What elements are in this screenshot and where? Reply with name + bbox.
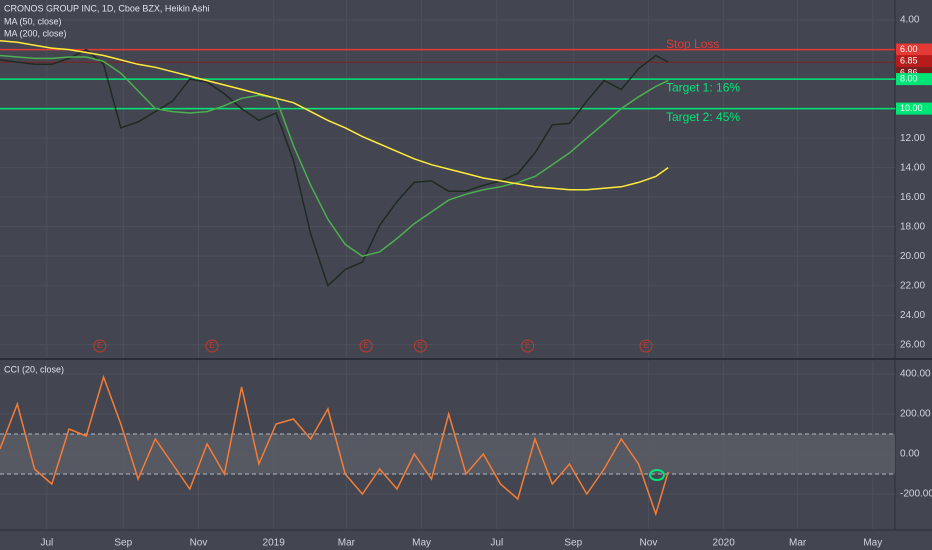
y-tick-label: 14.00 [900, 162, 925, 173]
level-annotation: Target 2: 45% [666, 110, 740, 124]
x-tick-label: Jul [490, 538, 503, 549]
x-tick-label: Nov [190, 538, 208, 549]
legend-entry: MA (200, close) [4, 28, 67, 38]
highlight-circle [649, 469, 665, 481]
earnings-label: E [97, 341, 102, 350]
price-label: 8.00 [900, 73, 918, 83]
price-label: 10.00 [900, 103, 923, 113]
earnings-marker [359, 339, 373, 353]
x-tick-label: 2020 [713, 538, 736, 549]
series-line [0, 374, 669, 517]
price-label: 6.86 [900, 68, 918, 78]
earnings-label: E [209, 341, 214, 350]
y-tick-label: 200.00 [900, 409, 931, 420]
y-tick-label: 0.00 [900, 449, 920, 460]
price-label-box [896, 102, 932, 115]
x-tick-label: Mar [789, 538, 807, 549]
y-tick-label: -200.00 [900, 489, 932, 500]
pane-title: CCI (20, close) [4, 364, 64, 374]
y-tick-label: 22.00 [900, 280, 925, 291]
earnings-label: E [643, 341, 648, 350]
legend-entry: MA (50, close) [4, 16, 62, 26]
x-tick-label: May [412, 538, 431, 549]
price-label-box [896, 73, 932, 86]
earnings-label: E [525, 341, 530, 350]
x-tick-label: Nov [640, 538, 658, 549]
y-tick-label: 12.00 [900, 133, 925, 144]
price-label-box [896, 55, 932, 68]
earnings-marker [93, 339, 107, 353]
y-tick-label: 400.00 [900, 369, 931, 380]
y-tick-label: 26.00 [900, 339, 925, 350]
chart-title: CRONOS GROUP INC, 1D, Cboe BZX, Heikin A… [4, 3, 209, 13]
price-label: 6.85 [900, 56, 918, 66]
y-tick-label: 18.00 [900, 221, 925, 232]
y-tick-label: 24.00 [900, 310, 925, 321]
price-label-box [896, 43, 932, 56]
x-tick-label: Sep [114, 538, 132, 549]
price-label: 6.00 [900, 44, 918, 54]
x-tick-label: Jul [40, 538, 53, 549]
series-line [0, 48, 669, 288]
earnings-label: E [363, 341, 368, 350]
y-tick-label: 20.00 [900, 251, 925, 262]
earnings-marker [521, 339, 535, 353]
series-line [0, 54, 669, 258]
x-tick-label: Sep [564, 538, 582, 549]
y-tick-label: 16.00 [900, 192, 925, 203]
earnings-marker [639, 339, 653, 353]
x-tick-label: Mar [338, 538, 356, 549]
x-tick-label: May [863, 538, 882, 549]
x-tick-label: 2019 [263, 538, 286, 549]
level-annotation: Target 1: 16% [666, 80, 740, 94]
y-tick-label: 4.00 [900, 15, 920, 26]
earnings-marker [413, 339, 427, 353]
earnings-marker [205, 339, 219, 353]
earnings-label: E [418, 341, 423, 350]
series-line [0, 39, 669, 191]
level-annotation: Stop Loss [666, 37, 719, 51]
